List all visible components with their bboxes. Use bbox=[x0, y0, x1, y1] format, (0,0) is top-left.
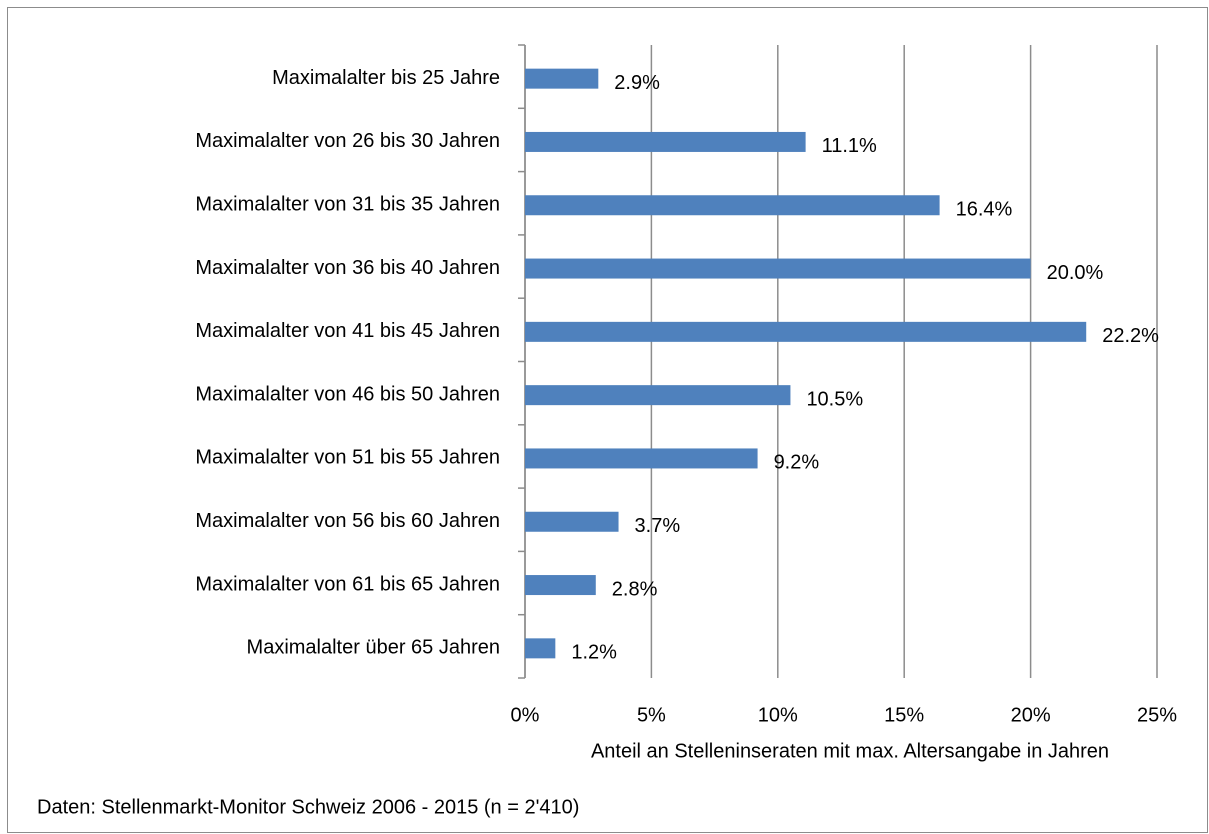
x-tick-label: 20% bbox=[1011, 704, 1051, 726]
data-label: 11.1% bbox=[822, 135, 877, 157]
bar bbox=[525, 448, 758, 469]
x-tick-label: 25% bbox=[1137, 704, 1177, 726]
data-label: 22.2% bbox=[1102, 325, 1159, 347]
x-tick-label: 15% bbox=[884, 704, 924, 726]
data-label: 9.2% bbox=[774, 452, 820, 474]
y-tick-label: Maximalalter über 65 Jahren bbox=[247, 637, 500, 659]
bar bbox=[525, 385, 791, 406]
data-label: 16.4% bbox=[956, 199, 1013, 221]
y-tick-label: Maximalalter von 26 bis 30 Jahren bbox=[195, 130, 500, 152]
bar bbox=[525, 68, 599, 89]
bar bbox=[525, 575, 596, 596]
data-label: 2.8% bbox=[612, 578, 658, 600]
y-tick-label: Maximalalter von 31 bis 35 Jahren bbox=[195, 194, 500, 216]
data-label: 2.9% bbox=[614, 72, 660, 94]
x-tick-label: 0% bbox=[511, 704, 540, 726]
bar bbox=[525, 195, 940, 216]
data-label: 3.7% bbox=[635, 515, 681, 537]
x-tick-label: 5% bbox=[637, 704, 666, 726]
x-axis-title: Anteil an Stelleninseraten mit max. Alte… bbox=[591, 740, 1109, 762]
bar bbox=[525, 258, 1031, 279]
x-tick-label: 10% bbox=[758, 704, 798, 726]
source-note: Daten: Stellenmarkt-Monitor Schweiz 2006… bbox=[37, 796, 579, 818]
y-tick-label: Maximalalter von 46 bis 50 Jahren bbox=[195, 383, 500, 405]
bar bbox=[525, 131, 806, 152]
bar bbox=[525, 511, 619, 532]
y-tick-label: Maximalalter von 36 bis 40 Jahren bbox=[195, 257, 500, 279]
data-label: 1.2% bbox=[571, 642, 617, 664]
data-label: 10.5% bbox=[806, 388, 863, 410]
bar bbox=[525, 321, 1087, 342]
y-tick-label: Maximalalter von 51 bis 55 Jahren bbox=[195, 447, 500, 469]
data-label: 20.0% bbox=[1047, 262, 1104, 284]
y-tick-label: Maximalalter von 61 bis 65 Jahren bbox=[195, 573, 500, 595]
y-tick-label: Maximalalter von 41 bis 45 Jahren bbox=[195, 320, 500, 342]
y-tick-label: Maximalalter von 56 bis 60 Jahren bbox=[195, 510, 500, 532]
y-tick-label: Maximalalter bis 25 Jahre bbox=[272, 67, 500, 89]
bar bbox=[525, 638, 556, 659]
